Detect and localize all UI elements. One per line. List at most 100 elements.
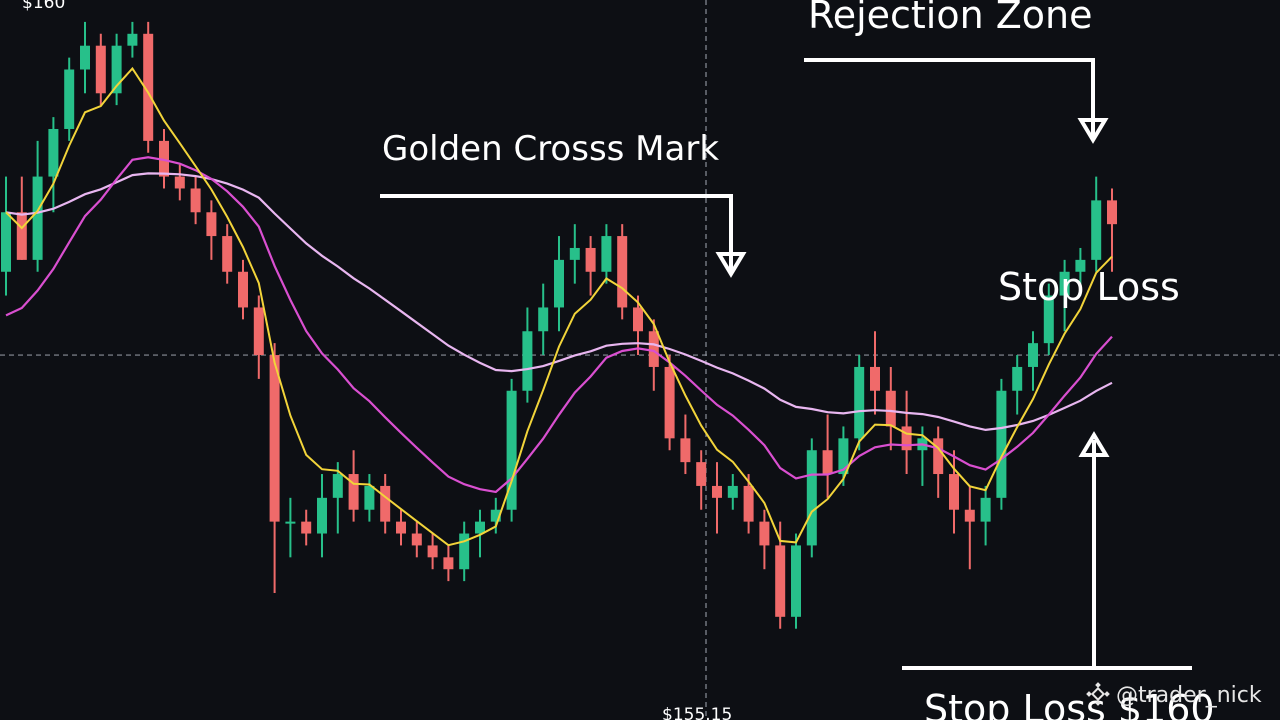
candle-body bbox=[206, 212, 217, 237]
candle-body bbox=[585, 247, 596, 272]
candle-body bbox=[380, 485, 391, 522]
candle-body bbox=[364, 485, 375, 510]
candle bbox=[332, 462, 343, 534]
candle bbox=[949, 450, 959, 534]
candle bbox=[712, 462, 722, 534]
rejection-zone-arrow bbox=[804, 58, 1095, 140]
candle-body bbox=[791, 545, 801, 617]
candle-body bbox=[901, 426, 912, 451]
price-label-top: $160 bbox=[22, 0, 65, 13]
stop-loss-label: Stop Loss bbox=[998, 265, 1180, 309]
candle-body bbox=[269, 355, 280, 522]
binance-diamond-icon bbox=[1086, 682, 1110, 706]
candle bbox=[411, 521, 422, 558]
candle-body bbox=[16, 212, 27, 260]
candle-body bbox=[1107, 200, 1117, 225]
candle bbox=[680, 414, 691, 475]
candle bbox=[1059, 259, 1070, 332]
candle-body bbox=[506, 390, 517, 510]
candle-body bbox=[1, 212, 11, 272]
candle-body bbox=[743, 485, 754, 522]
candle-body bbox=[1012, 366, 1023, 391]
candle bbox=[569, 224, 580, 284]
candle-body bbox=[1028, 343, 1038, 367]
candle-body bbox=[1043, 295, 1054, 344]
candle bbox=[475, 509, 485, 558]
candle-body bbox=[127, 33, 138, 46]
candle-body bbox=[301, 521, 312, 534]
candle-body bbox=[190, 188, 201, 213]
candle-body bbox=[427, 545, 438, 558]
candle bbox=[95, 33, 106, 106]
stop-loss-bottom-label: Stop Loss $160 bbox=[924, 687, 1215, 720]
candle bbox=[1, 176, 11, 296]
candle-body bbox=[317, 497, 327, 534]
candle bbox=[933, 426, 944, 498]
candle-body bbox=[664, 366, 675, 439]
candle bbox=[301, 509, 312, 546]
candle bbox=[791, 533, 801, 629]
candle-body bbox=[174, 176, 185, 189]
candle bbox=[696, 450, 707, 510]
candle bbox=[364, 474, 375, 522]
candle bbox=[427, 533, 438, 570]
price-labels: $160 $155.15 bbox=[22, 0, 732, 720]
candle-body bbox=[222, 236, 233, 272]
candle-body bbox=[838, 438, 849, 475]
candle bbox=[143, 21, 154, 153]
rejection-zone-arrowhead bbox=[1077, 118, 1109, 144]
candle-body bbox=[111, 45, 122, 94]
candle-body bbox=[1059, 271, 1070, 296]
candle-body bbox=[253, 307, 264, 356]
candle bbox=[870, 331, 880, 415]
stop-loss-arrowhead bbox=[1078, 431, 1110, 457]
candle-body bbox=[64, 69, 75, 129]
candle bbox=[490, 497, 501, 534]
candle-body bbox=[348, 474, 359, 510]
candle-body bbox=[95, 45, 106, 94]
watermark: @trader_nick bbox=[1086, 682, 1262, 708]
candle bbox=[206, 200, 217, 260]
candle-body bbox=[870, 366, 880, 391]
moving-average-lines bbox=[5, 66, 1113, 547]
candle bbox=[253, 295, 264, 379]
candle bbox=[1012, 355, 1023, 415]
candle-body bbox=[522, 331, 533, 391]
candle bbox=[111, 33, 122, 106]
candle bbox=[806, 438, 817, 558]
candle-body bbox=[980, 497, 991, 522]
ma-slow-line bbox=[5, 172, 1113, 432]
candle bbox=[775, 521, 786, 629]
candle-body bbox=[601, 236, 612, 272]
candle-body bbox=[332, 474, 343, 498]
candle-body bbox=[949, 474, 959, 510]
candle bbox=[159, 128, 169, 189]
candle bbox=[664, 355, 675, 451]
candle bbox=[16, 176, 27, 260]
candle-body bbox=[1091, 200, 1102, 260]
candle-body bbox=[443, 557, 454, 570]
candle-body bbox=[159, 140, 169, 177]
candle bbox=[885, 366, 896, 451]
candle-series bbox=[1, 21, 1117, 629]
candle-body bbox=[554, 259, 564, 308]
candle-body bbox=[617, 236, 628, 308]
candle-body bbox=[885, 390, 896, 427]
candle-body bbox=[490, 509, 501, 522]
candle bbox=[538, 283, 549, 356]
annotations: Rejection Zone Golden Crosss Mark Stop L… bbox=[380, 0, 1215, 720]
candle bbox=[348, 450, 359, 522]
candle-body bbox=[285, 521, 296, 524]
candle bbox=[901, 390, 912, 475]
candle-body bbox=[475, 521, 485, 534]
candle bbox=[601, 224, 612, 284]
candle bbox=[822, 414, 833, 498]
candle-body bbox=[933, 438, 944, 475]
candle bbox=[964, 485, 975, 570]
candle-body bbox=[143, 33, 154, 141]
candle-body bbox=[633, 307, 643, 332]
candle bbox=[759, 509, 770, 570]
price-label-bottom: $155.15 bbox=[662, 705, 732, 720]
candle bbox=[64, 57, 75, 141]
